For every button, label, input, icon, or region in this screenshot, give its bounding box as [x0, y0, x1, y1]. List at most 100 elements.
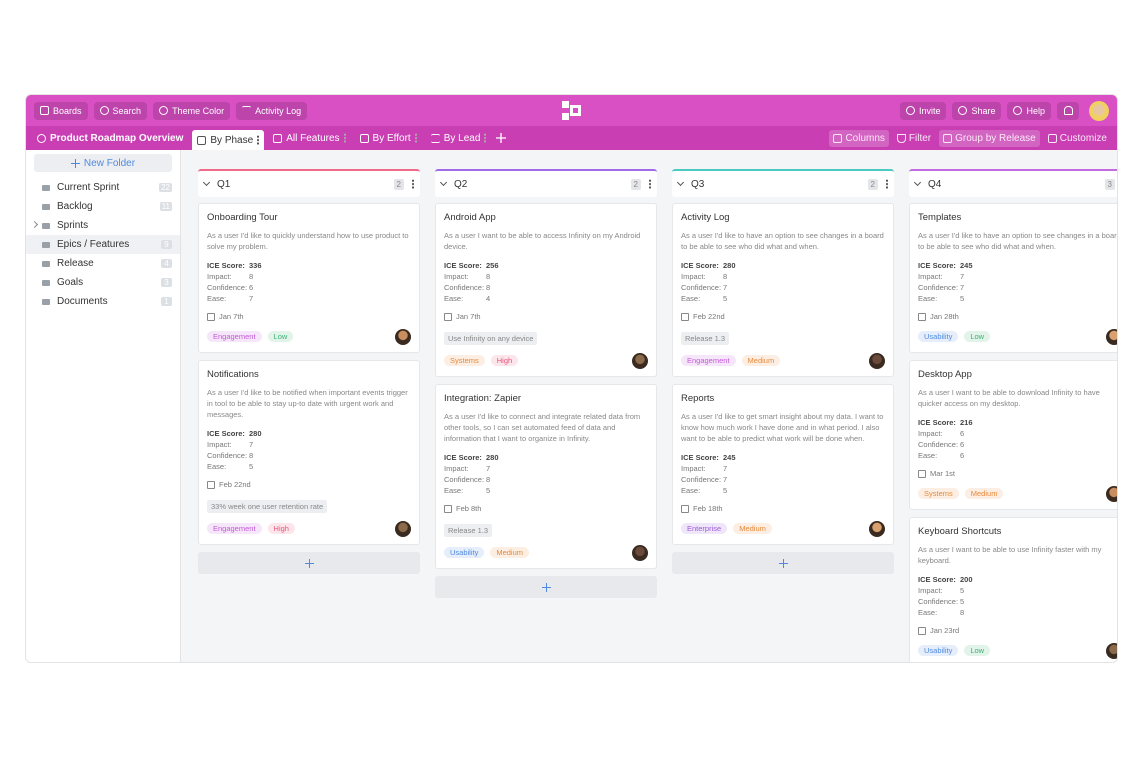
tag[interactable]: Engagement	[681, 355, 736, 366]
tag[interactable]: Medium	[733, 523, 772, 534]
column-menu[interactable]	[649, 179, 651, 189]
folder-item[interactable]: Backlog 11	[26, 197, 180, 216]
add-card-button[interactable]	[672, 552, 894, 574]
tab-bar: Product Roadmap Overview By Phase All Fe…	[26, 126, 1117, 150]
search-button[interactable]: Search	[93, 101, 148, 120]
score-value: 5	[960, 597, 965, 606]
assignee-avatar[interactable]	[1106, 328, 1117, 345]
assignee-avatar[interactable]	[869, 352, 885, 369]
tag[interactable]: Low	[964, 331, 991, 342]
tag[interactable]: High	[490, 355, 519, 366]
folder-icon	[42, 298, 50, 305]
collapse-icon[interactable]	[202, 178, 211, 187]
card[interactable]: Android App As a user I want to be able t…	[435, 203, 657, 377]
add-card-button[interactable]	[198, 552, 420, 574]
column: Q4 3 Templates As a user I'd like to have a…	[909, 169, 1117, 662]
score-label: Ease:	[444, 486, 464, 495]
score-value: 4	[486, 294, 491, 303]
view-tab[interactable]: All Features	[268, 128, 350, 148]
tag[interactable]: Usability	[918, 645, 959, 656]
collapse-icon[interactable]	[439, 178, 448, 187]
folder-item[interactable]: Release 4	[26, 254, 180, 273]
folder-item[interactable]: Current Sprint 22	[26, 178, 180, 197]
folder-item[interactable]: Documents 1	[26, 292, 180, 311]
note-wrap: Release 1.3	[444, 520, 648, 544]
invite-button[interactable]: Invite	[899, 101, 947, 120]
assignee-avatar[interactable]	[1106, 642, 1117, 659]
collapse-icon[interactable]	[676, 178, 685, 187]
label: Search	[112, 105, 142, 116]
view-tab[interactable]: By Phase	[192, 130, 265, 150]
expand-arrow	[30, 220, 39, 229]
label: Filter	[908, 132, 932, 144]
folder-icon	[42, 203, 50, 210]
filter-button[interactable]: Filter	[893, 130, 935, 147]
tag[interactable]: Usability	[918, 331, 959, 342]
view-tab[interactable]: By Lead	[426, 128, 492, 148]
column: Q2 2 Android App As a user I want to be abl…	[435, 169, 657, 598]
score-label: ICE Score:	[918, 418, 956, 427]
folder-item[interactable]: Goals 3	[26, 273, 180, 292]
tag[interactable]: Medium	[964, 488, 1004, 499]
notifications[interactable]	[1057, 101, 1079, 120]
view-tab[interactable]: By Effort	[355, 128, 422, 148]
assignee-avatar[interactable]	[395, 328, 411, 345]
assignee-avatar[interactable]	[632, 352, 648, 369]
column-menu[interactable]	[886, 179, 888, 189]
new-folder-button[interactable]: New Folder	[34, 154, 172, 172]
card[interactable]: Onboarding Tour As a user I'd like to qui…	[198, 203, 420, 353]
customize-button[interactable]: Customize	[1044, 130, 1111, 147]
add-card-button[interactable]	[435, 576, 657, 598]
card[interactable]: Desktop App As a user I want to be able t…	[909, 360, 1117, 510]
theme-button[interactable]: Theme Color	[153, 101, 231, 120]
help-button[interactable]: Help	[1007, 101, 1051, 120]
assignee-avatar[interactable]	[1106, 485, 1117, 502]
assignee-avatar[interactable]	[395, 520, 411, 537]
column-menu[interactable]	[412, 179, 414, 189]
tag[interactable]: Medium	[490, 547, 530, 558]
card[interactable]: Notifications As a user I'd like to be no…	[198, 360, 420, 545]
group-button[interactable]: Group by Release	[939, 129, 1040, 147]
tag[interactable]: Engagement	[207, 331, 262, 342]
score-row: Impact: 8	[207, 271, 411, 282]
assignee-avatar[interactable]	[869, 520, 885, 537]
card[interactable]: Keyboard Shortcuts As a user I want to be…	[909, 517, 1117, 662]
folder-icon	[42, 222, 50, 229]
score-label: Impact:	[681, 272, 706, 281]
tag[interactable]: Engagement	[207, 523, 262, 534]
tag[interactable]: Low	[964, 645, 991, 656]
tag[interactable]: Medium	[741, 355, 781, 366]
view-title[interactable]: Product Roadmap Overview	[32, 128, 188, 148]
collapse-icon[interactable]	[913, 178, 922, 187]
user-avatar[interactable]	[1089, 100, 1109, 121]
assignee-avatar[interactable]	[632, 544, 648, 561]
tag[interactable]: High	[267, 523, 295, 534]
card[interactable]: Templates As a user I'd like to have an o…	[909, 203, 1117, 353]
tag[interactable]: Usability	[444, 547, 485, 558]
tag[interactable]: Systems	[918, 488, 959, 499]
card[interactable]: Activity Log As a user I'd like to have a…	[672, 203, 894, 377]
add-view[interactable]	[495, 132, 507, 144]
share-button[interactable]: Share	[952, 101, 1002, 120]
card[interactable]: Reports As a user I'd like to get smart i…	[672, 384, 894, 545]
column-title: Q4	[928, 178, 942, 190]
due-date: Jan 23rd	[918, 626, 1117, 635]
label: New Folder	[83, 157, 136, 169]
tag[interactable]: Enterprise	[681, 523, 728, 534]
date-text: Mar 1st	[930, 469, 956, 478]
columns-button[interactable]: Columns	[829, 129, 889, 147]
tag[interactable]: Low	[267, 331, 294, 342]
card-description: As a user I want to be able to download …	[918, 388, 1100, 408]
boards-button[interactable]: Boards	[34, 101, 88, 120]
score-row: Impact: 7	[207, 439, 411, 450]
card[interactable]: Integration: Zapier As a user I'd like to…	[435, 384, 657, 569]
column-title: Q1	[217, 178, 231, 190]
folder-item[interactable]: Sprints	[26, 216, 180, 235]
tag[interactable]: Systems	[444, 355, 485, 366]
activity-button[interactable]: Activity Log	[236, 101, 308, 120]
score-row: Ease: 6	[918, 450, 1117, 461]
date-text: Jan 7th	[219, 312, 244, 321]
folder-item[interactable]: Epics / Features 9	[26, 235, 180, 254]
score-row: ICE Score: 280	[207, 428, 411, 439]
